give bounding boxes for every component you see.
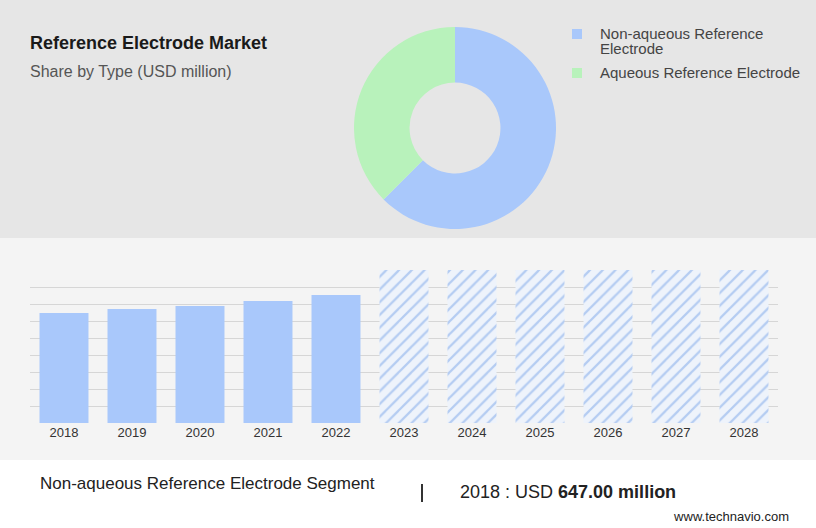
svg-text:2024: 2024 [458,425,487,440]
svg-text:2023: 2023 [390,425,419,440]
html-text:Reference Electrode Market: Reference Electrode Market [30,33,268,53]
svg-text:2020: 2020 [186,425,215,440]
svg-text:2027: 2027 [662,425,691,440]
svg-text:2018: 2018 [50,425,79,440]
html-text:Non-aqueous Reference Electrod: Non-aqueous Reference Electrode Segment [40,474,375,493]
html-text:Share by Type (USD million): Share by Type (USD million) [30,63,232,80]
svg-text:2022: 2022 [322,425,351,440]
svg-text:2019: 2019 [118,425,147,440]
svg-text:2025: 2025 [526,425,555,440]
html-text:www.technavio.com: www.technavio.com [674,509,789,524]
html-text:Aqueous Reference Electrode: Aqueous Reference Electrode [600,64,801,81]
html-text:2018 : USD 647.00 million: 2018 : USD 647.00 million [460,482,677,502]
svg-text:2026: 2026 [594,425,623,440]
svg-text:2021: 2021 [254,425,283,440]
html-text:Non-aqueous Reference Electrod: Non-aqueous Reference Electrode [600,25,764,57]
svg-text:2028: 2028 [730,425,759,440]
